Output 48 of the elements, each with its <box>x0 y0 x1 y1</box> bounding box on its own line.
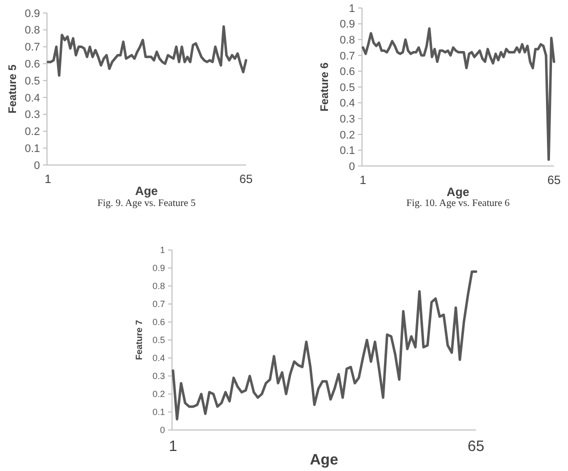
y-tick-label: 0.7 <box>152 299 165 310</box>
x-tick-label: 1 <box>360 173 367 187</box>
y-tick-label: 0.3 <box>24 109 40 122</box>
y-tick-label: 0.6 <box>152 317 165 328</box>
y-tick-label: 0.7 <box>340 50 355 62</box>
y-tick-label: 0.2 <box>152 389 165 400</box>
y-tick-label: 0.5 <box>24 75 40 88</box>
x-axis-title: Age <box>446 185 470 199</box>
y-tick-label: 1 <box>348 2 355 15</box>
y-tick-label: 0.8 <box>24 24 40 37</box>
y-tick-label: 0.9 <box>340 18 355 31</box>
y-tick-label: 0.3 <box>340 113 355 126</box>
y-tick-label: 0 <box>348 160 355 173</box>
y-axis-title: Feature 5 <box>7 64 19 114</box>
y-tick-label: 0.8 <box>340 34 355 46</box>
line-series <box>46 25 248 77</box>
y-tick-label: 0.6 <box>24 58 40 71</box>
y-tick-label: 0.1 <box>152 407 165 418</box>
y-axis-title: Feature 6 <box>319 62 331 112</box>
x-tick-label: 1 <box>44 172 52 186</box>
y-tick-label: 0.5 <box>340 82 355 94</box>
y-tick-label: 1 <box>160 245 165 256</box>
x-tick-label: 65 <box>239 172 253 186</box>
y-tick-label: 0.2 <box>340 129 355 142</box>
y-tick-label: 0.2 <box>24 126 40 138</box>
caption: Fig. 10. Age vs. Feature 6 <box>406 198 510 209</box>
y-tick-label: 0.3 <box>152 371 165 382</box>
y-tick-label: 0.8 <box>152 281 165 292</box>
y-tick-label: 0.4 <box>340 98 355 110</box>
x-tick-label: 65 <box>547 173 561 187</box>
y-tick-label: 0 <box>160 425 165 436</box>
x-axis-title: Age <box>135 184 158 198</box>
y-tick-label: 0.4 <box>24 92 40 104</box>
y-tick-label: 0.9 <box>152 263 165 274</box>
y-tick-label: 0.4 <box>152 353 165 364</box>
y-tick-label: 0.1 <box>340 145 355 158</box>
y-tick-label: 0.7 <box>24 42 40 54</box>
y-tick-label: 0.1 <box>24 142 40 155</box>
x-axis-title: Age <box>310 452 338 468</box>
y-tick-label: 0.5 <box>152 335 165 346</box>
x-tick-label: 65 <box>468 438 484 455</box>
y-tick-label: 0.9 <box>24 8 40 20</box>
caption: Fig. 9. Age vs. Feature 5 <box>97 198 196 209</box>
y-tick-label: 0 <box>34 160 40 172</box>
line-series <box>362 27 556 161</box>
y-tick-label: 0.6 <box>340 66 355 78</box>
y-axis-title: Feature 7 <box>134 320 144 360</box>
line-series <box>172 270 478 420</box>
